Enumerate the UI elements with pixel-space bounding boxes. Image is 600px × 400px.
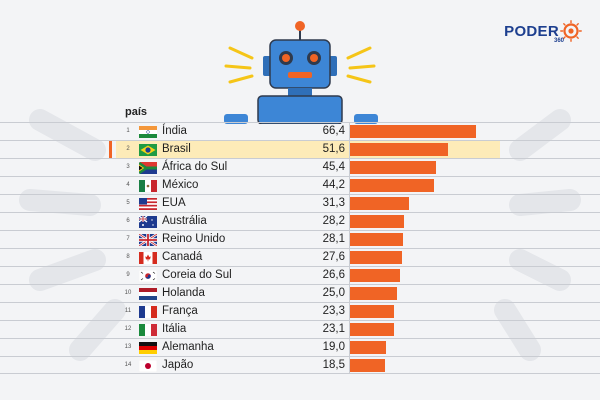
rank-number: 10 xyxy=(124,290,132,296)
value-label: 23,1 xyxy=(322,323,345,335)
country-name: México xyxy=(162,179,199,191)
country-name: África do Sul xyxy=(162,161,228,173)
value-label: 26,6 xyxy=(322,269,345,281)
robot-illustration xyxy=(224,21,378,124)
country-name: Holanda xyxy=(162,287,205,299)
sun-logo-icon xyxy=(560,20,582,42)
country-name: Canadá xyxy=(162,251,203,263)
bar xyxy=(350,251,403,264)
country-name: Índia xyxy=(162,125,187,137)
rank-number: 7 xyxy=(126,236,130,242)
value-label: 19,0 xyxy=(322,341,345,353)
south-africa-flag-icon xyxy=(139,162,157,174)
bar xyxy=(350,125,476,138)
table-row: 12 Itália 23,1 xyxy=(0,320,600,338)
table-row: 4 México 44,2 xyxy=(0,176,600,194)
country-name: Coreia do Sul xyxy=(162,269,232,281)
table-row: 13 Alemanha 19,0 xyxy=(0,338,600,356)
bar xyxy=(350,341,387,354)
mexico-flag-icon xyxy=(139,180,157,192)
table-row: 10 Holanda 25,0 xyxy=(0,284,600,302)
australia-flag-icon xyxy=(139,216,157,228)
highlight-marker xyxy=(109,141,112,158)
rank-number: 8 xyxy=(126,254,130,260)
bar xyxy=(350,197,410,210)
table-row: 7 Reino Unido 28,1 xyxy=(0,230,600,248)
bar xyxy=(350,143,448,156)
india-flag-icon xyxy=(139,126,157,138)
rank-number: 11 xyxy=(124,308,132,314)
usa-flag-icon xyxy=(139,198,157,210)
bar xyxy=(350,161,437,174)
bar xyxy=(350,179,434,192)
bar xyxy=(350,305,395,318)
bar xyxy=(350,269,401,282)
table-row: 6 Austrália 28,2 xyxy=(0,212,600,230)
value-label: 28,1 xyxy=(322,233,345,245)
rank-number: 9 xyxy=(126,272,130,278)
table-row: 2 Brasil 51,6 xyxy=(0,140,600,158)
value-label: 45,4 xyxy=(322,161,345,173)
netherlands-flag-icon xyxy=(139,288,157,300)
rank-number: 4 xyxy=(126,182,130,188)
poder360-logo: PODER xyxy=(504,20,582,42)
rank-number: 14 xyxy=(124,362,132,368)
rank-number: 1 xyxy=(126,128,130,134)
rank-number: 6 xyxy=(126,218,130,224)
column-header-country: país xyxy=(125,106,148,118)
country-name: Itália xyxy=(162,323,187,335)
logo-wordmark: PODER xyxy=(504,22,559,40)
canada-flag-icon xyxy=(139,252,157,264)
south-korea-flag-icon xyxy=(139,270,157,282)
bar xyxy=(350,233,404,246)
country-name: Brasil xyxy=(162,143,191,155)
table-row: 1 Índia 66,4 xyxy=(0,122,600,140)
germany-flag-icon xyxy=(139,342,157,354)
country-name: Alemanha xyxy=(162,341,214,353)
rank-number: 12 xyxy=(124,326,132,332)
table-row: 3 África do Sul 45,4 xyxy=(0,158,600,176)
country-name: Reino Unido xyxy=(162,233,226,245)
value-label: 51,6 xyxy=(322,143,345,155)
table-row: 8 Canadá 27,6 xyxy=(0,248,600,266)
country-name: EUA xyxy=(162,197,186,209)
france-flag-icon xyxy=(139,306,157,318)
country-name: Japão xyxy=(162,359,194,371)
table-row: 5 EUA 31,3 xyxy=(0,194,600,212)
value-label: 27,6 xyxy=(322,251,345,263)
japan-flag-icon xyxy=(139,360,157,372)
value-label: 66,4 xyxy=(322,125,345,137)
bar xyxy=(350,359,386,372)
italy-flag-icon xyxy=(139,324,157,336)
value-label: 44,2 xyxy=(322,179,345,191)
logo-subtitle: 360 xyxy=(553,38,564,44)
country-name: Austrália xyxy=(162,215,207,227)
country-name: França xyxy=(162,305,198,317)
rank-number: 3 xyxy=(126,164,130,170)
rank-number: 2 xyxy=(126,146,130,152)
rank-number: 13 xyxy=(124,344,132,350)
table-row: 9 Coreia do Sul 26,6 xyxy=(0,266,600,284)
bar xyxy=(350,287,398,300)
table-row: 11 França 23,3 xyxy=(0,302,600,320)
brazil-flag-icon xyxy=(139,144,157,156)
value-label: 25,0 xyxy=(322,287,345,299)
value-label: 28,2 xyxy=(322,215,345,227)
rank-number: 5 xyxy=(126,200,130,206)
uk-flag-icon xyxy=(139,234,157,246)
table-row: 14 Japão 18,5 xyxy=(0,356,600,374)
value-label: 18,5 xyxy=(322,359,345,371)
value-label: 31,3 xyxy=(322,197,345,209)
value-label: 23,3 xyxy=(322,305,345,317)
bar xyxy=(350,215,404,228)
bar xyxy=(350,323,394,336)
value-column-divider xyxy=(349,122,350,374)
